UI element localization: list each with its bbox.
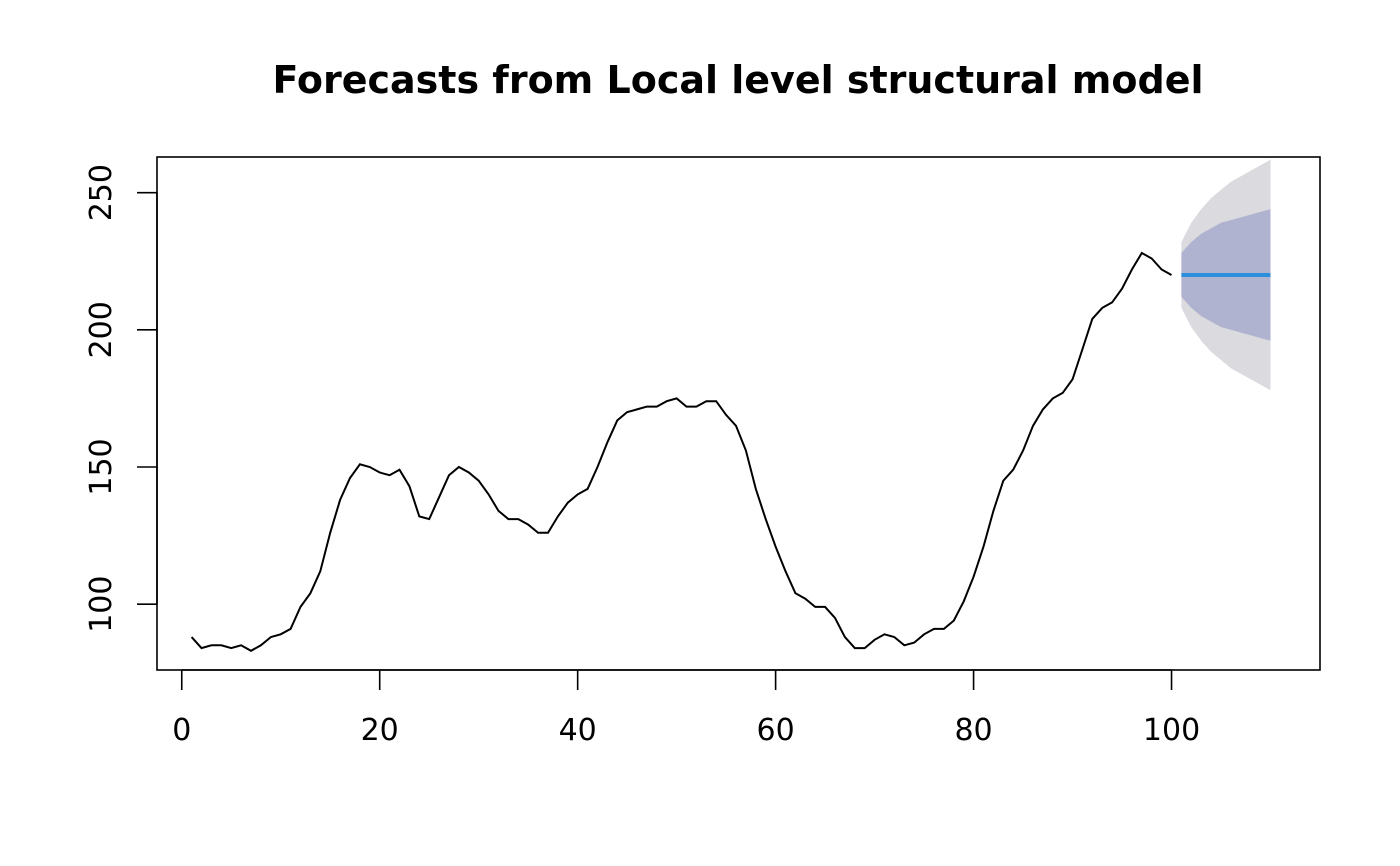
y-tick-label: 150 [84,438,119,495]
x-tick-label: 0 [172,713,191,748]
y-tick-label: 250 [84,164,119,221]
x-tick-label: 40 [559,713,597,748]
series-layer [190,251,1271,652]
y-tick-label: 200 [84,301,119,358]
plot-frame [156,156,1321,671]
x-axis: 0 20 40 60 80 100 [172,669,1200,748]
y-axis: 100 150 200 250 [84,164,158,633]
chart-title: Forecasts from Local level structural mo… [272,58,1203,102]
x-tick-label: 100 [1143,713,1200,748]
y-tick-label: 100 [84,576,119,633]
x-tick-label: 20 [361,713,399,748]
observed-series-line [190,251,1172,652]
x-tick-label: 60 [757,713,795,748]
x-tick-label: 80 [954,713,992,748]
